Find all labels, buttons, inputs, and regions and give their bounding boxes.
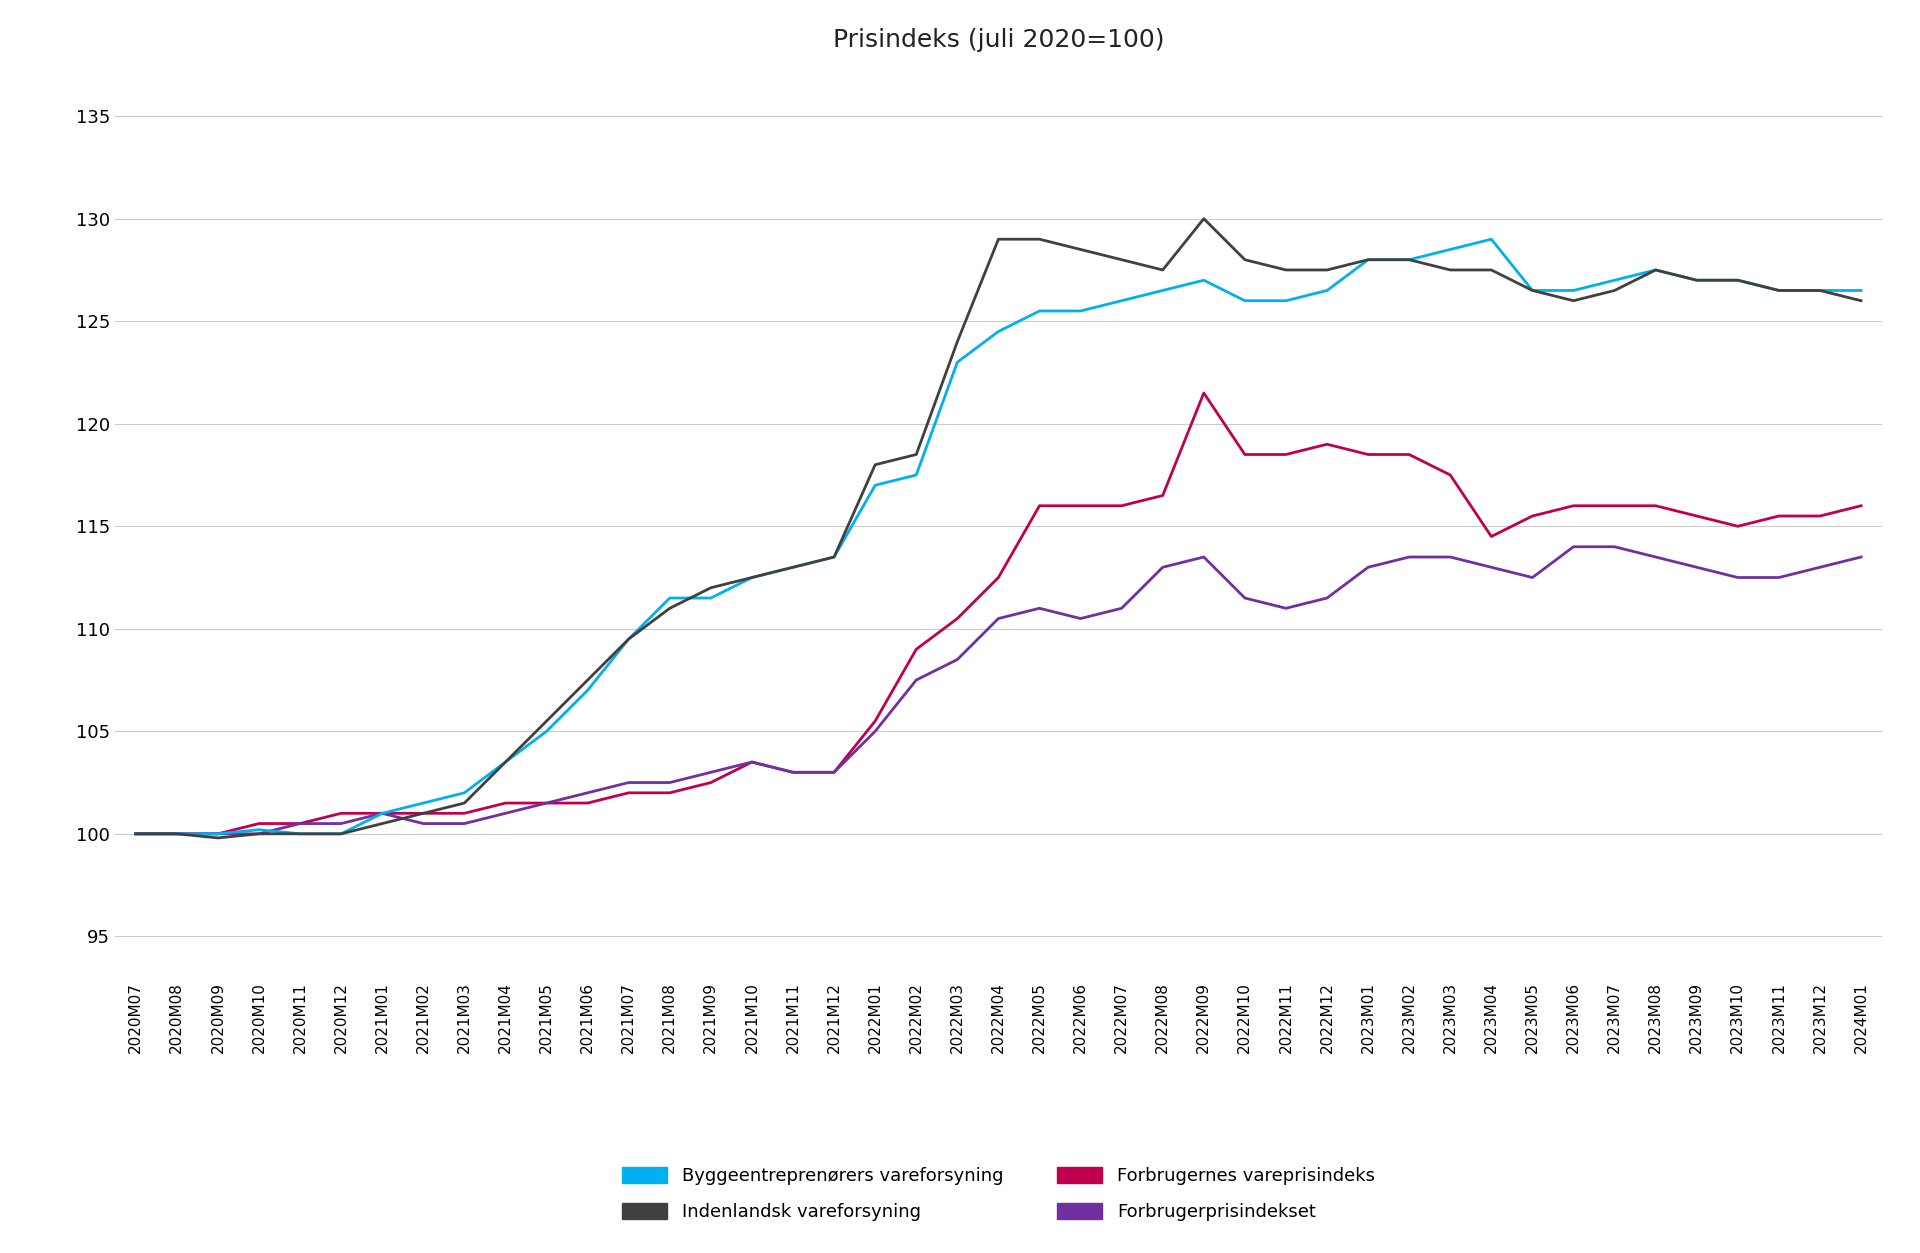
Legend: Byggeentreprenørers vareforsyning, Indenlandsk vareforsyning, Forbrugernes varep: Byggeentreprenørers vareforsyning, Inden… bbox=[622, 1167, 1375, 1222]
Title: Prisindeks (juli 2020=100): Prisindeks (juli 2020=100) bbox=[833, 29, 1164, 53]
